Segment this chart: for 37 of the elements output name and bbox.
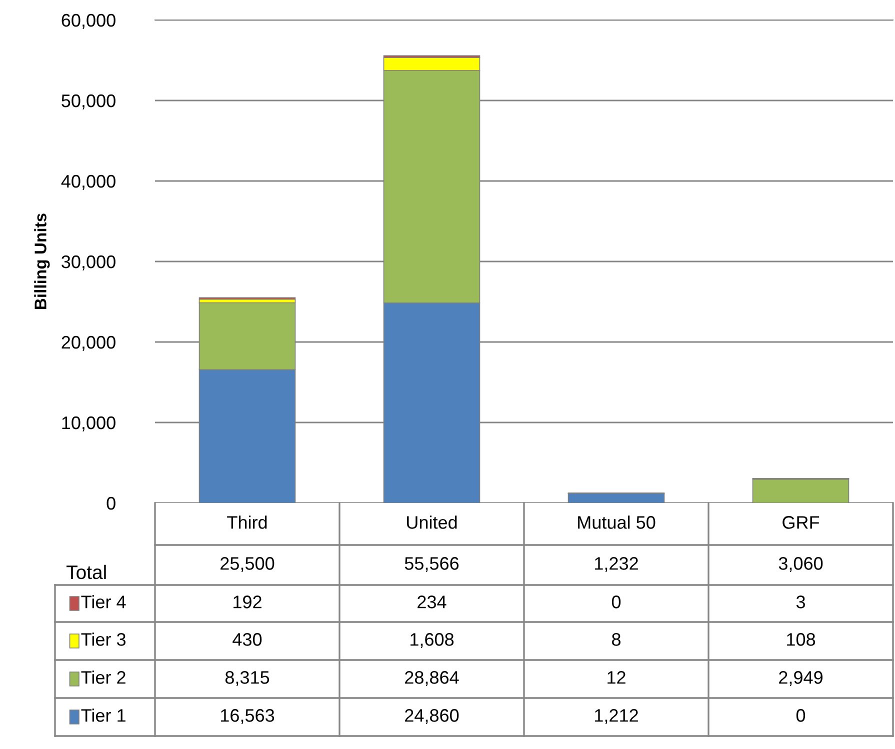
data-label: 2,949 bbox=[779, 671, 822, 686]
y-tick-label: 60,000 bbox=[62, 14, 116, 29]
x-tick-label: GRF bbox=[782, 516, 820, 529]
data-label: 108 bbox=[787, 633, 816, 646]
x-tick-label: Third bbox=[227, 516, 267, 529]
data-label: 1,608 bbox=[410, 633, 454, 648]
y-tick-label: 20,000 bbox=[62, 336, 116, 351]
data-label: 3 bbox=[796, 596, 805, 608]
data-label: 28,864 bbox=[405, 671, 459, 686]
legend-label: Tier 3 bbox=[81, 632, 126, 646]
y-tick-label: 50,000 bbox=[62, 94, 116, 110]
data-label: 430 bbox=[232, 633, 262, 646]
data-label: 0 bbox=[796, 709, 806, 722]
y-tick-label: 0 bbox=[106, 496, 116, 510]
y-tick-label: 40,000 bbox=[61, 174, 116, 190]
legend-label: Tier 2 bbox=[81, 670, 126, 684]
legend-label: Tier 1 bbox=[81, 708, 126, 722]
total-label: 1,232 bbox=[595, 557, 638, 572]
data-label: 192 bbox=[234, 596, 262, 608]
data-label: 16,563 bbox=[221, 709, 274, 724]
data-label: 0 bbox=[612, 596, 621, 608]
data-label: 8 bbox=[612, 633, 620, 646]
data-label: 24,860 bbox=[405, 709, 459, 724]
data-label: 12 bbox=[608, 671, 626, 684]
text: Total bbox=[66, 564, 106, 580]
x-tick-label: Mutual 50 bbox=[578, 516, 656, 529]
data-label: 234 bbox=[418, 596, 446, 608]
data-label: 1,212 bbox=[595, 709, 638, 724]
total-label: 3,060 bbox=[778, 557, 823, 572]
y-tick-label: 30,000 bbox=[62, 255, 116, 270]
total-label: 25,500 bbox=[220, 557, 274, 572]
total-label: 55,566 bbox=[404, 557, 459, 572]
y-axis-title: Billing Units bbox=[34, 214, 50, 309]
y-tick-label: 10,000 bbox=[62, 416, 116, 432]
x-tick-label: United bbox=[407, 516, 457, 529]
data-label: 8,315 bbox=[225, 671, 270, 686]
legend-label: Tier 4 bbox=[81, 595, 126, 608]
